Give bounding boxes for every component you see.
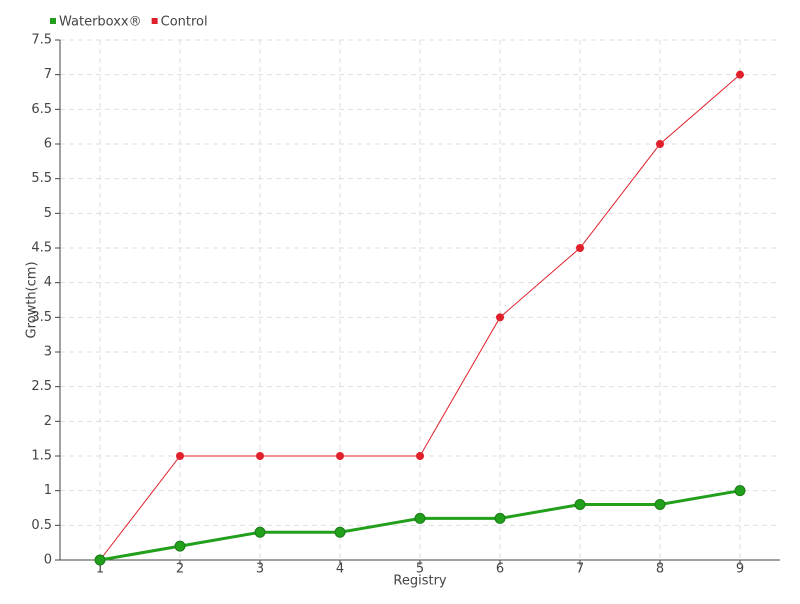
y-tick-label: 6.5	[31, 102, 52, 117]
data-point	[336, 452, 344, 460]
data-point	[176, 452, 184, 460]
data-point	[494, 512, 506, 524]
y-tick-label: 3	[44, 345, 52, 360]
y-tick-label: 6	[44, 137, 52, 152]
x-tick-label: 6	[496, 562, 504, 577]
x-tick-label: 3	[256, 562, 264, 577]
legend-swatch	[151, 18, 158, 24]
data-point	[416, 452, 424, 460]
data-point	[254, 526, 266, 538]
x-tick-label: 2	[176, 562, 184, 577]
y-tick-label: 0	[44, 553, 52, 568]
data-point	[734, 485, 746, 497]
y-axis-label: Growth(cm)	[25, 261, 40, 338]
data-point	[576, 244, 584, 252]
x-tick-label: 4	[336, 562, 344, 577]
y-tick-label: 7.5	[31, 33, 52, 48]
data-point	[654, 499, 666, 511]
y-tick-label: 7	[44, 67, 52, 82]
y-tick-label: 2	[44, 414, 52, 429]
x-tick-label: 7	[576, 562, 584, 577]
legend-swatch	[50, 18, 56, 24]
x-axis-label: Registry	[393, 574, 447, 589]
legend-label: Waterboxx®	[59, 15, 142, 30]
legend-label: Control	[161, 15, 208, 30]
y-tick-label: 5	[44, 206, 52, 221]
y-tick-label: 4.5	[31, 241, 52, 256]
data-point	[174, 540, 186, 552]
data-point	[736, 70, 744, 79]
data-point	[496, 313, 504, 322]
data-point	[574, 499, 586, 511]
data-point	[94, 554, 106, 566]
x-tick-label: 8	[656, 562, 664, 577]
y-tick-label: 0.5	[31, 518, 52, 533]
y-tick-label: 3.5	[31, 310, 52, 325]
x-tick-label: 1	[96, 562, 104, 577]
y-tick-label: 1.5	[31, 449, 52, 464]
data-point	[334, 526, 346, 538]
data-point	[656, 140, 664, 148]
x-tick-label: 9	[736, 562, 744, 577]
y-tick-label: 5.5	[31, 171, 52, 186]
data-point	[414, 512, 426, 524]
y-tick-label: 4	[44, 275, 52, 290]
x-tick-label: 5	[416, 562, 424, 577]
y-tick-label: 1	[44, 483, 52, 498]
y-tick-label: 2.5	[31, 379, 52, 394]
data-point	[256, 452, 264, 460]
